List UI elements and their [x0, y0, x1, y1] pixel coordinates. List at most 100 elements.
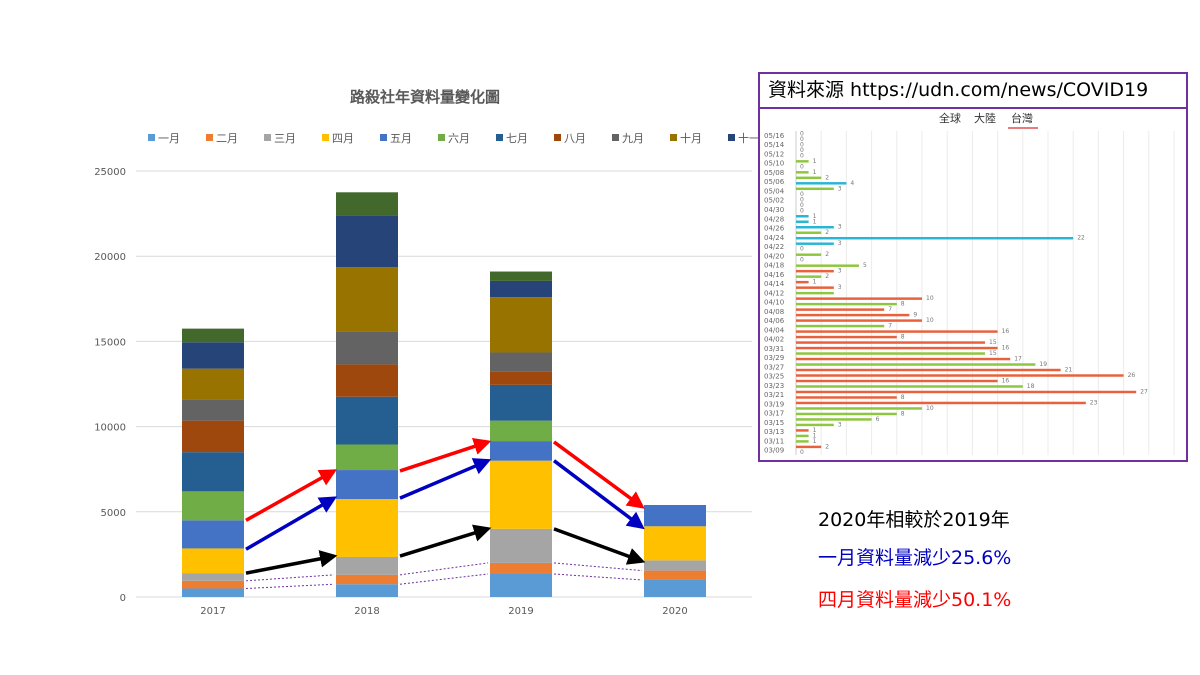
bar-segment	[182, 328, 244, 343]
inset-value-label: 0	[800, 246, 804, 253]
bar-segment	[490, 371, 552, 385]
inset-bar	[796, 236, 1074, 240]
trend-annotations	[245, 438, 646, 589]
inset-bar	[796, 374, 1124, 377]
inset-bar	[796, 407, 922, 410]
inset-date-label: 05/02	[764, 197, 784, 205]
bar-segment	[336, 574, 398, 585]
tab-bar: 全球 大陸 台灣	[939, 111, 1038, 129]
inset-date-label: 05/10	[764, 160, 784, 168]
trend-dotted-line	[553, 562, 643, 572]
y-tick-label: 20000	[94, 252, 126, 263]
inset-date-label: 03/21	[764, 391, 784, 399]
inset-value-label: 3	[838, 240, 842, 247]
bar-segment	[336, 364, 398, 397]
inset-date-label: 04/14	[764, 280, 785, 288]
inset-value-label: 10	[926, 295, 934, 302]
inset-value-label: 3	[838, 284, 842, 291]
inset-value-label: 8	[901, 410, 905, 417]
inset-bar	[796, 187, 834, 191]
bar-segment	[644, 570, 706, 580]
inset-value-label: 15	[989, 350, 997, 357]
bar-segment	[336, 192, 398, 216]
inset-value-label: 21	[1065, 367, 1073, 374]
inset-bar	[796, 171, 809, 174]
covid-daily-bar-chart: 全球 大陸 台灣 000001012430000113222302053213108…	[764, 111, 1175, 456]
inset-bar	[796, 308, 885, 311]
inset-value-label: 0	[800, 152, 804, 159]
trend-arrow	[245, 550, 338, 575]
inset-date-label: 04/26	[764, 225, 785, 233]
y-tick-label: 0	[120, 593, 126, 604]
inset-value-label: 10	[926, 405, 934, 412]
inset-date-label: 03/13	[764, 428, 784, 436]
bar-segment	[182, 520, 244, 549]
bar-segment	[182, 573, 244, 581]
inset-value-label: 1	[813, 427, 817, 434]
y-tick-label: 25000	[94, 167, 126, 178]
inset-date-label: 03/19	[764, 400, 784, 408]
bar-segment	[182, 420, 244, 453]
legend-swatch	[322, 134, 329, 141]
inset-value-label: 1	[813, 279, 817, 286]
bar-segment	[182, 368, 244, 400]
legend-entry: 一月	[158, 132, 180, 145]
inset-bar	[796, 346, 998, 350]
bar-segment	[490, 441, 552, 461]
legend-entry: 四月	[332, 132, 354, 145]
inset-bar	[796, 440, 809, 443]
source-caption: 資料來源 https://udn.com/news/COVID19	[758, 72, 1188, 109]
chart-title: 路殺社年資料量變化圖	[350, 88, 500, 106]
bar-segment	[644, 526, 706, 561]
trend-dotted-line	[399, 562, 489, 576]
x-tick-label: 2017	[200, 606, 225, 617]
bar-segment	[490, 384, 552, 421]
legend-entry: 九月	[622, 132, 644, 145]
legend-entry: 八月	[564, 132, 586, 145]
inset-value-label: 16	[1002, 378, 1010, 385]
inset-value-label: 1	[813, 158, 817, 165]
trend-dotted-line	[553, 573, 643, 581]
inset-date-label: 04/10	[764, 299, 784, 307]
bar-segment	[182, 580, 244, 589]
inset-date-label: 03/25	[764, 373, 784, 381]
x-tick-label: 2018	[354, 606, 379, 617]
inset-bar	[796, 390, 1137, 394]
bar-segment	[336, 444, 398, 471]
legend-swatch	[264, 134, 271, 141]
inset-bar	[796, 319, 922, 322]
inset-bar	[796, 231, 822, 234]
inset-date-label: 04/04	[764, 326, 785, 334]
tab-2: 大陸	[974, 111, 996, 125]
x-tick-label: 2020	[662, 606, 687, 617]
inset-bar	[796, 313, 910, 317]
inset-value-label: 8	[901, 394, 905, 401]
legend-swatch	[438, 134, 445, 141]
inset-value-label: 23	[1090, 399, 1098, 406]
inset-value-label: 7	[888, 306, 892, 313]
inset-date-label: 03/31	[764, 345, 784, 353]
legend-swatch	[612, 134, 619, 141]
summary-line-april: 四月資料量減少50.1%	[818, 589, 1012, 611]
inset-bar	[796, 423, 834, 427]
legend-entry: 五月	[390, 132, 412, 145]
legend-swatch	[554, 134, 561, 141]
inset-bar	[796, 242, 834, 245]
inset-value-label: 8	[901, 301, 905, 308]
legend-swatch	[148, 134, 155, 141]
inset-bar	[796, 429, 809, 432]
inset-bar	[796, 302, 897, 306]
inset-value-label: 3	[838, 185, 842, 192]
inset-date-label: 03/09	[764, 447, 784, 455]
inset-value-label: 2	[825, 229, 829, 236]
inset-value-label: 18	[1027, 383, 1035, 390]
bar-segment	[490, 562, 552, 574]
inset-value-label: 0	[800, 257, 804, 264]
tab-1: 全球	[939, 111, 961, 125]
inset-date-label: 05/06	[764, 178, 785, 186]
inset-value-label: 0	[800, 191, 804, 198]
inset-bar	[796, 182, 847, 185]
inset-bar	[796, 297, 922, 300]
inset-value-label: 6	[876, 416, 880, 423]
bar-segment	[336, 499, 398, 557]
